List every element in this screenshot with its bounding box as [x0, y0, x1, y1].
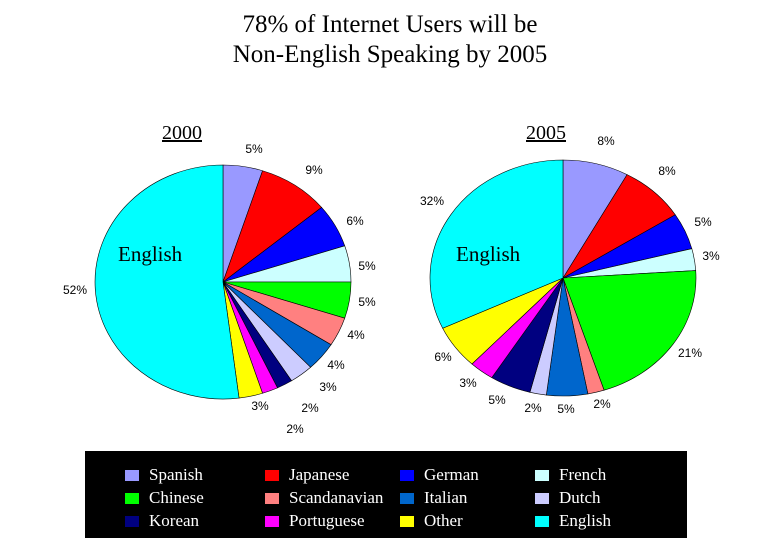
legend-swatch [265, 492, 279, 504]
legend-item-french: French [535, 464, 606, 486]
legend: Spanish Japanese German French Chinese Scanda… [85, 451, 687, 538]
legend-swatch [400, 469, 414, 481]
legend-item-chinese: Chinese [125, 487, 204, 509]
pie-2000-slice-english [94, 164, 240, 400]
pie-2000-label-dutch: 3% [319, 380, 337, 394]
legend-item-english: English [535, 510, 611, 532]
pie-2005-english-label: English [456, 242, 521, 266]
legend-item-spanish: Spanish [125, 464, 203, 486]
legend-item-korean: Korean [125, 510, 199, 532]
pie-2005-label-scandanavian: 2% [593, 397, 611, 411]
pie-2005-label-korean: 5% [488, 393, 506, 407]
pie-2000-label-portuguese: 2% [286, 422, 304, 436]
legend-label: English [559, 511, 611, 530]
legend-item-other: Other [400, 510, 463, 532]
legend-label: Portuguese [289, 511, 365, 530]
pie-2005-label-other: 6% [434, 350, 452, 364]
pie-2005-label-italian: 5% [557, 402, 575, 416]
pie-2005-label-portuguese: 3% [459, 376, 477, 390]
legend-swatch [400, 515, 414, 527]
legend-swatch [535, 469, 549, 481]
legend-label: Spanish [149, 465, 203, 484]
legend-swatch [125, 492, 139, 504]
legend-item-dutch: Dutch [535, 487, 601, 509]
pie-2000-label-chinese: 5% [358, 295, 376, 309]
legend-label: Korean [149, 511, 200, 530]
title-line-2: Non-English Speaking by 2005 [232, 41, 548, 68]
pie-2005-label-german: 5% [694, 215, 712, 229]
pie-2005-label-japanese: 8% [658, 164, 676, 178]
legend-swatch [125, 469, 139, 481]
pie-2005-label-dutch: 2% [524, 401, 542, 415]
pie-2005-label-french: 3% [702, 249, 720, 263]
legend-swatch [535, 492, 549, 504]
pie-2005-label-english: 32% [420, 194, 444, 208]
legend-label: Scandanavian [289, 488, 384, 507]
pie-2000-label-italian: 4% [327, 358, 345, 372]
pie-charts: 5%9%6%5%5%4%4%3%2%2%3%52%English8%8%5%3%… [63, 134, 720, 436]
pie-2000-label-german: 6% [346, 214, 364, 228]
legend-label: French [559, 465, 607, 484]
pie-2000-title: 2000 [162, 122, 202, 144]
legend-label: German [424, 465, 479, 484]
legend-swatch [265, 469, 279, 481]
pie-2000-english-label: English [118, 242, 183, 266]
pie-2000-label-other: 3% [251, 399, 269, 413]
legend-label: Japanese [289, 465, 350, 484]
pie-2000-label-korean: 2% [301, 401, 319, 415]
legend-swatch [400, 492, 414, 504]
legend-label: Chinese [149, 488, 204, 507]
pie-2000-label-japanese: 9% [305, 163, 323, 177]
legend-swatch [535, 515, 549, 527]
pie-2000-label-english: 52% [63, 283, 87, 297]
chart-title: 78% of Internet Users will be Non-Englis… [0, 10, 780, 70]
pie-2000-label-scandanavian: 4% [347, 328, 365, 342]
legend-label: Italian [424, 488, 468, 507]
pie-2005-label-spanish: 8% [597, 134, 615, 148]
legend-item-scandanavian: Scandanavian [265, 487, 383, 509]
pie-2005-slice-english [429, 159, 564, 329]
pie-2000-label-spanish: 5% [245, 142, 263, 156]
legend-item-japanese: Japanese [265, 464, 349, 486]
legend-item-italian: Italian [400, 487, 467, 509]
pie-2005-slice-chinese [562, 270, 697, 391]
legend-label: Other [424, 511, 463, 530]
title-line-1: 78% of Internet Users will be [242, 11, 538, 38]
legend-item-portuguese: Portuguese [265, 510, 365, 532]
legend-label: Dutch [559, 488, 601, 507]
legend-item-german: German [400, 464, 479, 486]
pie-2005-label-chinese: 21% [678, 346, 702, 360]
legend-swatch [125, 515, 139, 527]
pie-2000-label-french: 5% [358, 259, 376, 273]
legend-swatch [265, 515, 279, 527]
pie-2005-title: 2005 [526, 122, 566, 144]
